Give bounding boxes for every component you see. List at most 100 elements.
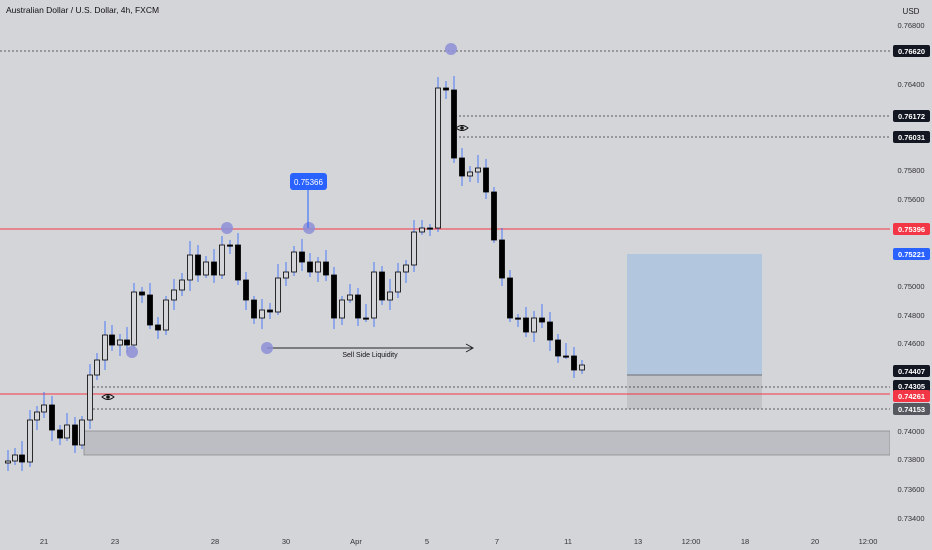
bear-candle	[235, 244, 241, 281]
arrow-head	[465, 343, 475, 353]
bear-candle	[499, 239, 505, 279]
time-tick-label: 18	[741, 537, 749, 546]
bull-candle	[131, 291, 137, 346]
bull-candle	[475, 167, 481, 173]
bull-candle	[291, 251, 297, 273]
price-badge-label: 0.76620	[898, 47, 925, 56]
bull-candle	[467, 171, 473, 177]
bear-candle	[539, 317, 545, 323]
bull-candle	[117, 339, 123, 346]
bear-candle	[124, 339, 130, 346]
bear-candle	[307, 261, 313, 273]
price-badge-label: 0.74305	[898, 382, 925, 391]
candlestick-series	[5, 76, 585, 471]
bear-candle	[483, 167, 489, 193]
bear-candle	[251, 299, 257, 319]
price-badge	[893, 248, 930, 260]
currency-label: USD	[903, 7, 920, 16]
bull-candle	[395, 271, 401, 293]
bull-candle	[275, 277, 281, 313]
bear-candle	[363, 317, 369, 320]
equal-high-marker-2	[303, 222, 315, 234]
bear-candle	[139, 291, 145, 296]
bear-candle	[443, 87, 449, 91]
target-zone	[627, 254, 762, 375]
price-tick-label: 0.75800	[897, 166, 924, 175]
bull-candle	[41, 404, 47, 413]
eye-icon[interactable]	[101, 394, 115, 400]
price-badge	[893, 45, 930, 57]
bear-candle	[331, 274, 337, 319]
time-tick-label: 5	[425, 537, 429, 546]
bull-candle	[64, 424, 70, 439]
symbol-title[interactable]: Australian Dollar / U.S. Dollar, 4h, FXC…	[6, 5, 159, 15]
bull-candle	[171, 289, 177, 301]
bull-candle	[283, 271, 289, 279]
bear-candle	[147, 294, 153, 326]
bull-candle	[27, 419, 33, 463]
bear-candle	[563, 355, 569, 358]
price-badge-label: 0.74153	[898, 405, 925, 414]
price-badge	[893, 365, 930, 377]
price-axis[interactable]	[890, 0, 932, 532]
price-tick-label: 0.73600	[897, 485, 924, 494]
bear-candle	[355, 294, 361, 319]
price-tick-label: 0.76400	[897, 80, 924, 89]
demand-zone	[83, 430, 891, 456]
time-tick-label: 30	[282, 537, 290, 546]
time-tick-label: Apr	[350, 537, 362, 546]
bear-candle	[299, 251, 305, 263]
bull-candle	[347, 294, 353, 301]
bull-candle	[339, 299, 345, 319]
price-badge	[893, 110, 930, 122]
bull-candle	[411, 231, 417, 266]
time-tick-label: 12:00	[682, 537, 701, 546]
bear-candle	[267, 309, 273, 313]
bear-candle	[555, 339, 561, 357]
bear-candle	[515, 317, 521, 320]
price-badge-label: 0.75396	[898, 225, 925, 234]
bear-candle	[451, 89, 457, 159]
price-tick-label: 0.73400	[897, 514, 924, 523]
price-tick-label: 0.75600	[897, 195, 924, 204]
swing-high-marker	[445, 43, 457, 55]
price-tick-label: 0.75000	[897, 282, 924, 291]
bull-candle	[179, 279, 185, 291]
bull-candle	[435, 87, 441, 229]
price-badge	[893, 403, 930, 415]
bear-candle	[195, 254, 201, 276]
swing-low-marker-2	[261, 342, 273, 354]
bull-candle	[12, 454, 18, 462]
bull-candle	[79, 419, 85, 446]
time-tick-label: 20	[811, 537, 819, 546]
bull-candle	[87, 374, 93, 421]
price-tick-label: 0.74000	[897, 427, 924, 436]
price-tick-label: 0.73800	[897, 455, 924, 464]
bull-candle	[5, 460, 11, 464]
time-tick-label: 13	[634, 537, 642, 546]
bear-candle	[243, 279, 249, 301]
price-badge-label: 0.75221	[898, 250, 925, 259]
time-axis[interactable]	[0, 532, 890, 550]
bear-candle	[72, 424, 78, 446]
bull-candle	[187, 254, 193, 281]
bear-candle	[523, 317, 529, 333]
bull-candle	[259, 309, 265, 319]
bull-candle	[579, 364, 585, 371]
price-badge	[893, 223, 930, 235]
bull-candle	[94, 359, 100, 376]
bear-candle	[211, 261, 217, 276]
bull-candle	[34, 411, 40, 421]
price-callout	[290, 173, 327, 190]
time-tick-label: 12:00	[859, 537, 878, 546]
bull-candle	[315, 261, 321, 273]
bull-candle	[403, 264, 409, 273]
bear-candle	[427, 227, 433, 230]
time-tick-label: 28	[211, 537, 219, 546]
bear-candle	[323, 261, 329, 276]
price-badge	[893, 380, 930, 392]
eye-icon[interactable]	[455, 125, 469, 131]
bear-candle	[19, 454, 25, 463]
